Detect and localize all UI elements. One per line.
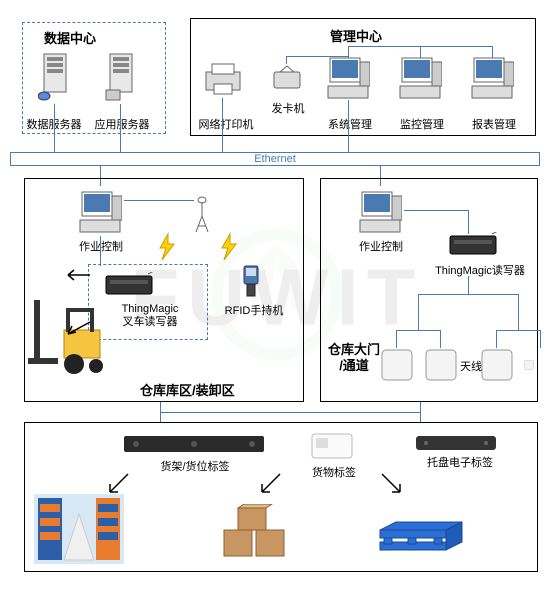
- arrow-icon: [256, 470, 284, 498]
- ethernet-label: Ethernet: [254, 153, 296, 165]
- mgmt-center-title: 管理中心: [330, 26, 382, 45]
- net-printer-label: 网络打印机: [196, 116, 256, 132]
- goods-tag-icon: [310, 432, 354, 460]
- antenna-tower-icon: [192, 196, 212, 232]
- connector: [540, 330, 541, 348]
- gate-zone-title: 仓库大门 /通道: [328, 342, 380, 374]
- antenna-label: 天线: [456, 358, 486, 374]
- connector: [518, 312, 519, 330]
- connector: [420, 46, 421, 58]
- gate-pc-icon: [358, 190, 402, 234]
- gate-ops-label: 作业控制: [356, 238, 406, 254]
- connector: [100, 236, 101, 266]
- connector: [396, 330, 397, 348]
- connector: [54, 104, 55, 152]
- connector: [124, 200, 194, 201]
- db-server-icon: [38, 52, 72, 102]
- connector: [222, 98, 223, 152]
- antenna-panel-icon: [424, 348, 458, 382]
- monitor-mgmt-label: 监控管理: [394, 116, 450, 132]
- goods-tag-label: 货物标签: [306, 464, 362, 480]
- connector: [496, 330, 540, 331]
- card-issuer-label: 发卡机: [268, 100, 308, 116]
- connector: [418, 294, 518, 295]
- app-server-icon: [104, 52, 138, 102]
- gate-reader-icon: [448, 232, 498, 258]
- report-mgmt-label: 报表管理: [466, 116, 522, 132]
- gate-reader-label: ThingMagic读写器: [430, 262, 530, 278]
- warehouse-zone-title: 仓库库区/装卸区: [140, 380, 235, 399]
- rack-tag-label: 货架/货位标签: [150, 458, 240, 474]
- pallet-tag-icon: [416, 436, 496, 450]
- arrow-icon: [62, 320, 90, 338]
- lightning-icon: [154, 232, 180, 262]
- rack-tag-icon: [124, 436, 264, 452]
- lightning-icon: [216, 232, 242, 262]
- pallet-icon: [376, 520, 466, 558]
- connector: [496, 330, 497, 348]
- connector: [440, 330, 441, 348]
- antenna-panel-icon: [380, 348, 414, 382]
- forklift-reader-label: ThingMagic 叉车读写器: [110, 303, 190, 329]
- connector: [468, 210, 469, 234]
- pallet-tag-label: 托盘电子标签: [420, 454, 500, 470]
- connector: [468, 276, 469, 294]
- boxes-icon: [220, 504, 290, 560]
- connector: [348, 100, 349, 152]
- sys-mgmt-label: 系统管理: [322, 116, 378, 132]
- handheld-label: RFID手持机: [222, 302, 286, 318]
- monitor-mgmt-icon: [398, 56, 442, 100]
- connector: [286, 56, 287, 64]
- data-center-title: 数据中心: [44, 28, 96, 47]
- connector: [418, 294, 419, 312]
- connector: [420, 402, 421, 422]
- arrow-icon: [62, 268, 90, 282]
- connector: [120, 104, 121, 152]
- sys-mgmt-icon: [326, 56, 370, 100]
- connector: [404, 210, 468, 211]
- handheld-icon: [240, 264, 262, 298]
- warehouse-pc-icon: [78, 190, 122, 234]
- connector: [418, 312, 419, 330]
- connector: [492, 46, 493, 58]
- arrow-icon: [378, 470, 406, 498]
- card-issuer-icon: [272, 64, 302, 92]
- printer-icon: [204, 62, 242, 96]
- shelves-icon: [34, 494, 124, 564]
- warehouse-ops-label: 作业控制: [76, 238, 126, 254]
- antenna-panel-icon: [524, 348, 534, 382]
- connector: [286, 56, 348, 57]
- connector: [396, 330, 440, 331]
- connector: [160, 412, 420, 413]
- ethernet-bar: Ethernet: [10, 152, 540, 166]
- connector: [518, 294, 519, 312]
- connector: [348, 46, 349, 58]
- app-server-label: 应用服务器: [92, 116, 152, 132]
- report-mgmt-icon: [470, 56, 514, 100]
